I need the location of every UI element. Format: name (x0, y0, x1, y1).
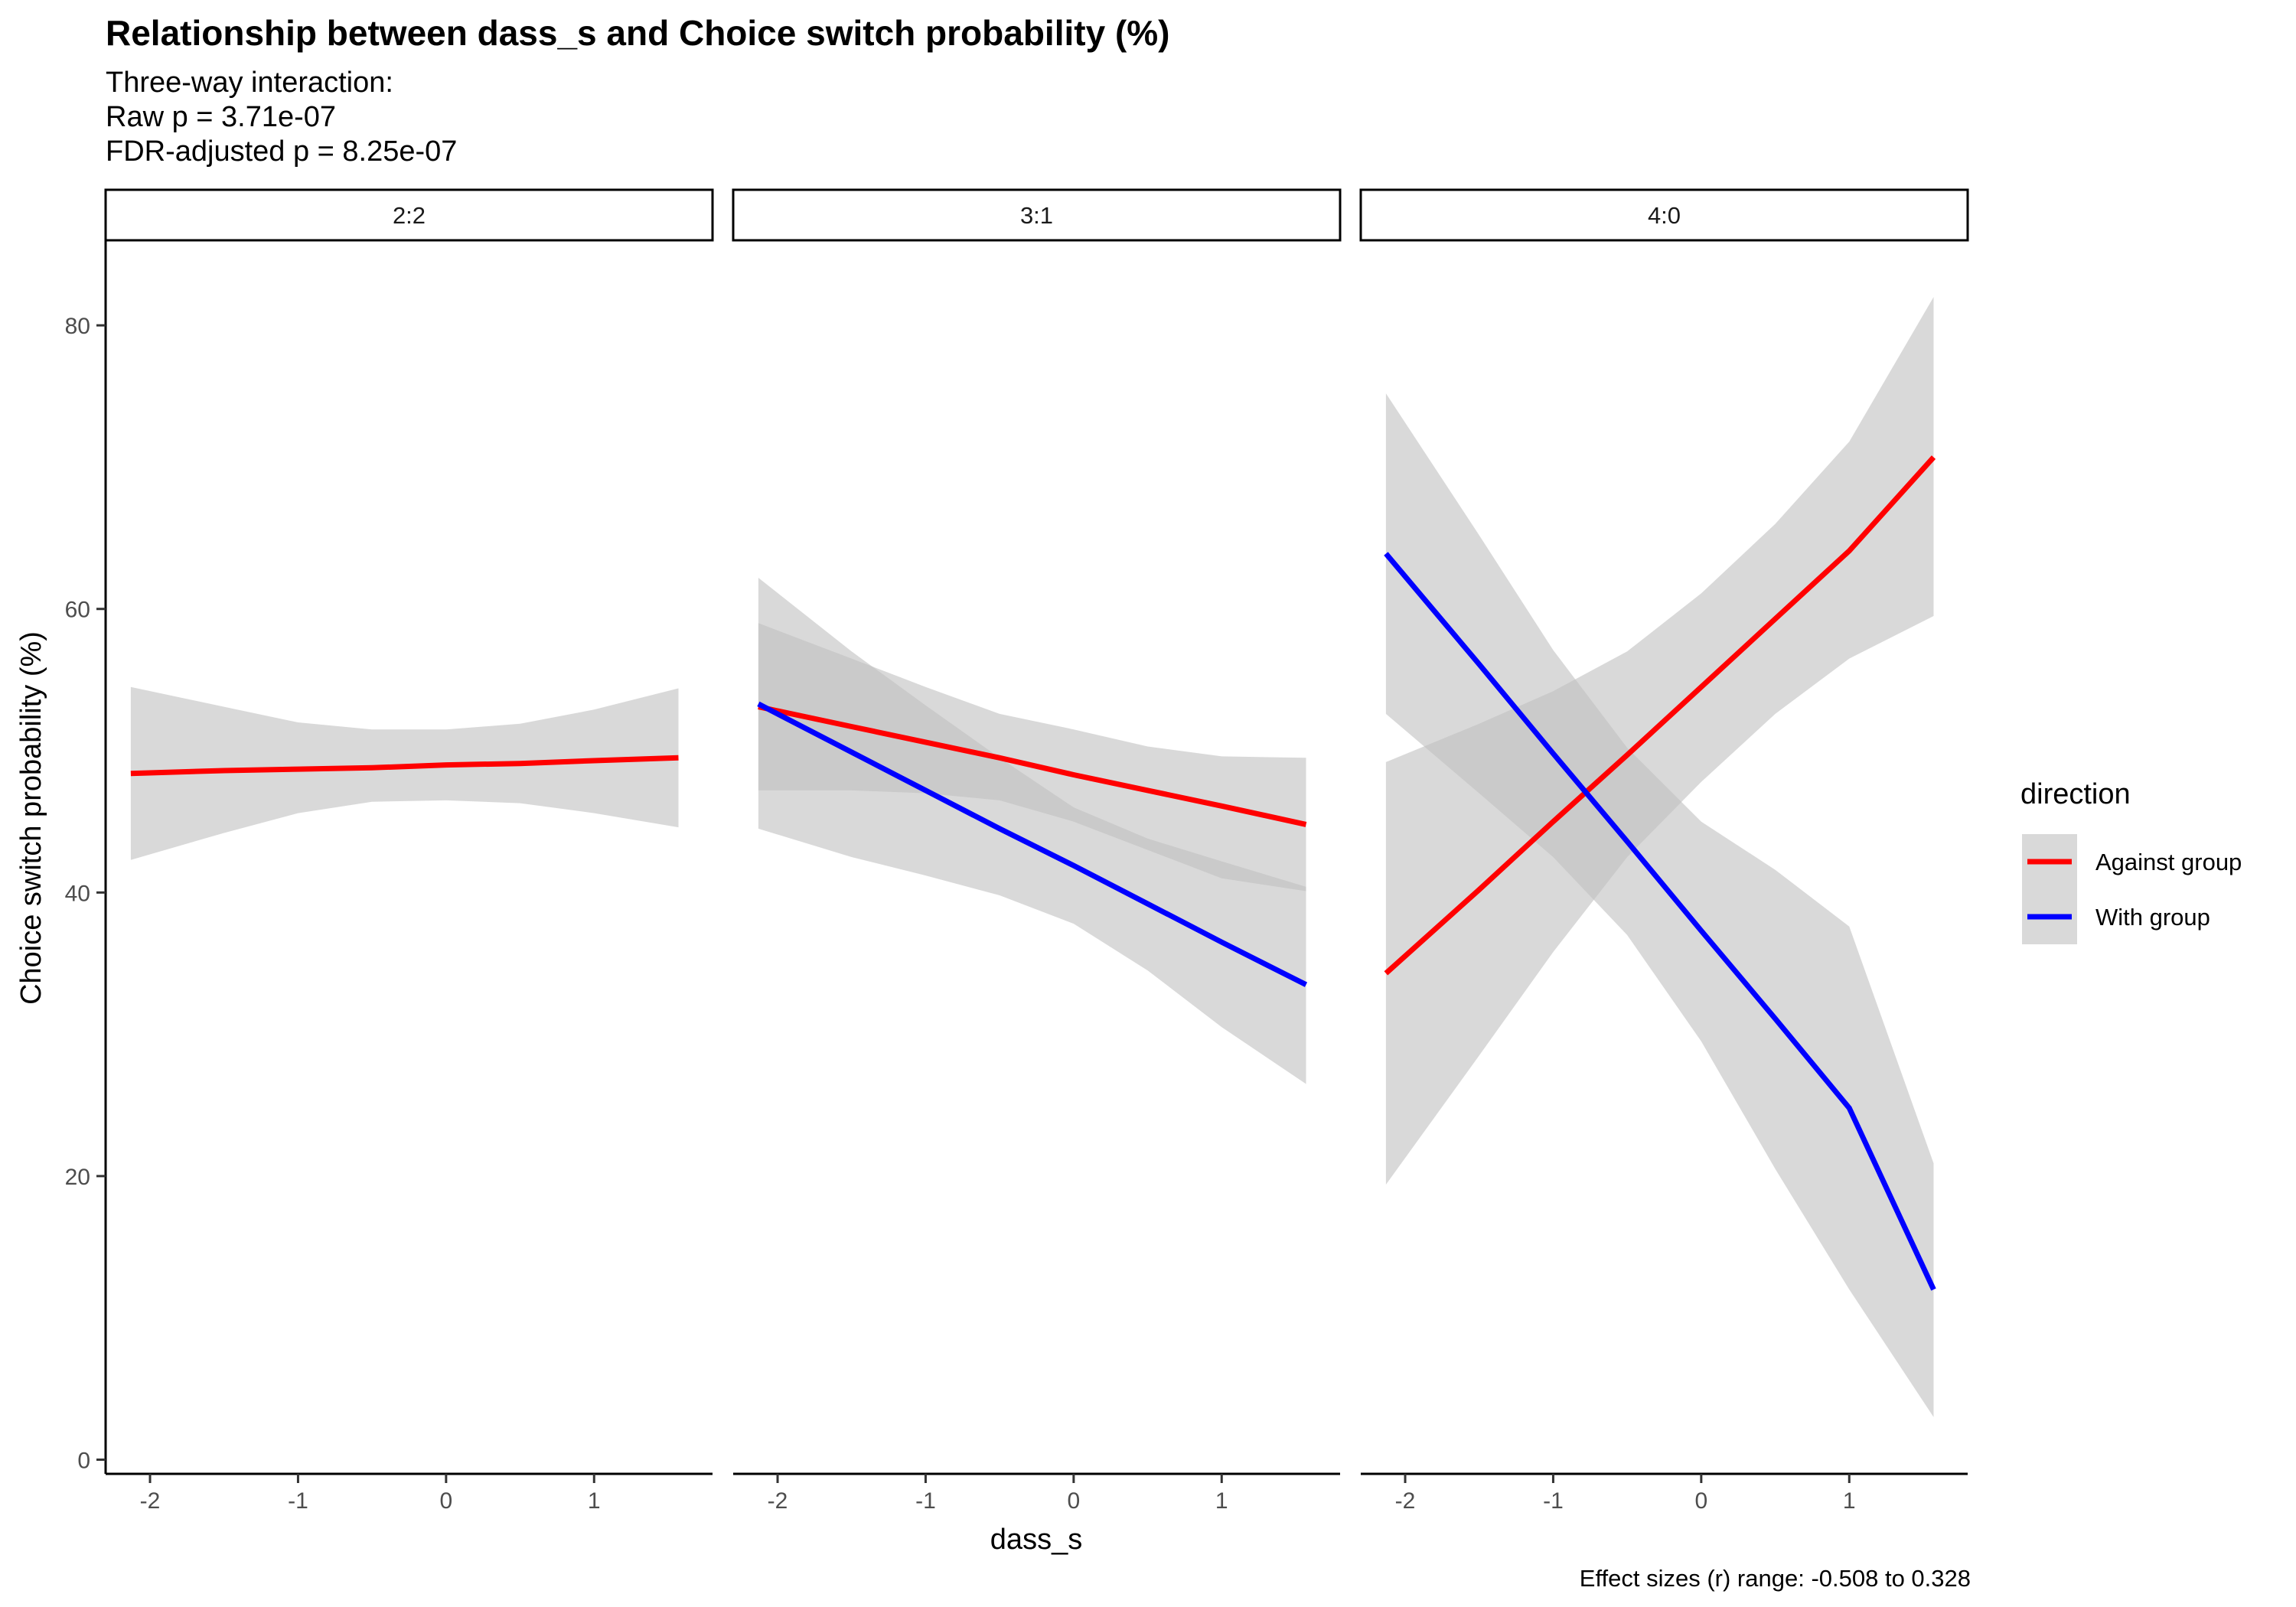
facet-strip (732, 188, 1342, 242)
legend-item-against-group: Against group (2022, 834, 2242, 889)
subtitle-line-2: Raw p = 3.71e-07 (106, 101, 337, 133)
subtitle-line-1: Three-way interaction: (106, 67, 393, 99)
y-axis-title: Choice switch probability (%) (15, 631, 47, 1005)
y-tick-label: 80 (65, 314, 90, 339)
confidence-ribbon-with-group (758, 578, 1306, 1084)
series-line-against-group (130, 755, 679, 777)
x-tick-label: -1 (915, 1488, 936, 1514)
x-axis-title: dass_s (990, 1524, 1082, 1556)
y-tick-label: 60 (65, 598, 90, 623)
x-tick-label: 1 (588, 1488, 601, 1514)
facet-strip-label: 2:2 (393, 202, 426, 229)
confidence-ribbon-with-group (1385, 393, 1934, 1417)
x-tick-label: 0 (440, 1488, 453, 1514)
chart-caption: Effect sizes (r) range: -0.508 to 0.328 (1579, 1565, 1971, 1592)
x-tick-label: 1 (1843, 1488, 1856, 1514)
legend-label: Against group (2095, 849, 2242, 875)
confidence-ribbon-against-group (130, 686, 679, 860)
y-tick-label: 20 (65, 1165, 90, 1190)
panel-3-1: 3:1 -2 -1 0 1 (732, 188, 1342, 1514)
confidence-ribbon-against-group (1385, 297, 1934, 1185)
x-tick-label: -2 (768, 1488, 788, 1514)
series-line-with-group (1384, 552, 1936, 1291)
legend-title: direction (2020, 778, 2131, 810)
y-tick-label: 0 (77, 1448, 90, 1473)
x-tick-label: -1 (288, 1488, 308, 1514)
legend-item-with-group: With group (2022, 889, 2210, 944)
y-tick-label: 40 (65, 881, 90, 906)
series-line-against-group (758, 704, 1307, 827)
panel-4-0: 4:0 -2 -1 0 1 (1359, 188, 1969, 1514)
legend: direction Against group With group (2020, 778, 2242, 944)
facet-strip-label: 3:1 (1020, 202, 1053, 229)
facet-strip (104, 188, 714, 242)
x-tick-label: 1 (1215, 1488, 1228, 1514)
legend-label: With group (2095, 904, 2210, 931)
chart-subtitle: Three-way interaction: Raw p = 3.71e-07 … (106, 66, 457, 169)
series-line-against-group (1384, 455, 1936, 976)
facet-strip (1359, 188, 1969, 242)
x-tick-label: -1 (1543, 1488, 1564, 1514)
subtitle-line-3: FDR-adjusted p = 8.25e-07 (106, 135, 458, 168)
x-tick-label: 0 (1068, 1488, 1081, 1514)
facet-strip-label: 4:0 (1648, 202, 1681, 229)
x-tick-label: 0 (1695, 1488, 1708, 1514)
x-tick-label: -2 (140, 1488, 161, 1514)
x-tick-label: -2 (1395, 1488, 1416, 1514)
series-line-with-group (757, 701, 1308, 987)
chart-title: Relationship between dass_s and Choice s… (106, 13, 1170, 53)
